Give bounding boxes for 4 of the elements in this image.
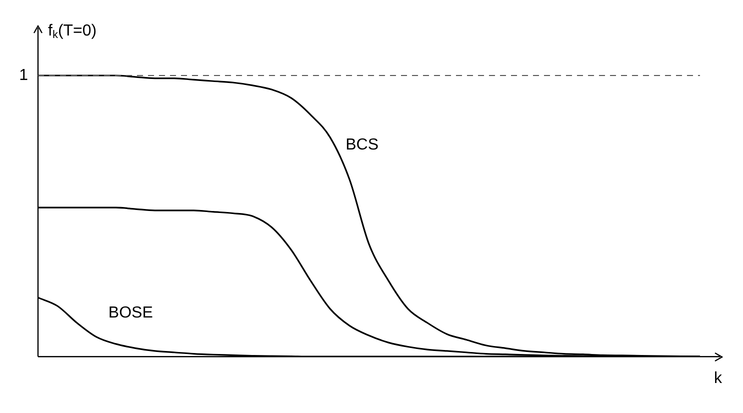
series-label: BOSE bbox=[108, 304, 153, 322]
x-axis-title: k bbox=[714, 370, 723, 388]
ref-line-label: 1 bbox=[19, 66, 28, 84]
series-label: BCS bbox=[346, 136, 378, 154]
